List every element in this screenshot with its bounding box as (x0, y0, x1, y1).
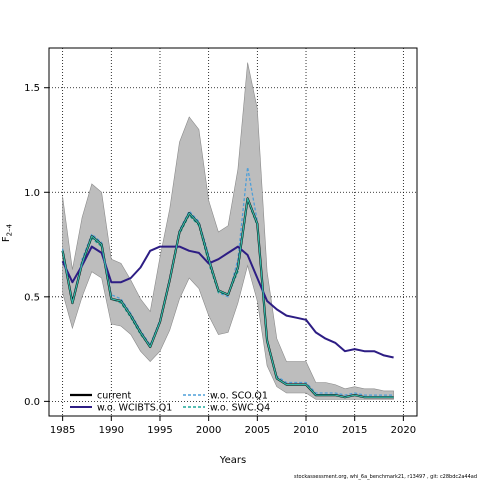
footnote: stockassessment.org, whi_6a_benchmark21,… (294, 474, 477, 480)
y-tick-label: 1.0 (24, 188, 40, 199)
legend-label-w-o-swc-q4: w.o. SWC.Q4 (210, 403, 270, 414)
x-tick-label: 1990 (99, 425, 124, 436)
legend-label-w-o-sco-q1: w.o. SCO.Q1 (210, 391, 268, 402)
y-axis-label: F2–4 (1, 223, 14, 242)
series-lines (61, 166, 394, 399)
confidence-band (62, 62, 394, 400)
y-axis-label-main: F (1, 236, 12, 242)
x-axis-label: Years (219, 455, 246, 466)
x-tick-label: 2010 (293, 425, 318, 436)
series-line-w-o-wcibts-q1 (61, 245, 394, 359)
y-axis-label-subscript: 2–4 (6, 223, 14, 236)
plot-frame (48, 47, 418, 417)
series-line-highlight (61, 197, 394, 398)
y-tick-label: 0.0 (24, 397, 40, 408)
x-tick-label: 2005 (245, 425, 270, 436)
series-line-w-o-sco-q1 (61, 166, 394, 396)
x-tick-label: 1985 (50, 425, 75, 436)
x-tick-label: 2015 (342, 425, 367, 436)
legend-label-w-o-wcibts-q1: w.o. WCIBTS.Q1 (97, 403, 172, 414)
y-tick-label: 1.5 (24, 83, 40, 94)
x-tick-label: 2000 (196, 425, 221, 436)
confidence-band-area (62, 62, 394, 400)
legend-label-current: current (97, 391, 132, 402)
x-axis-ticks: 1985 1990 1995 2000 2005 2010 2015 2020 (50, 416, 416, 436)
x-tick-label: 2020 (391, 425, 416, 436)
y-axis-ticks: 0.0 0.5 1.0 1.5 (24, 83, 49, 408)
y-tick-label: 0.5 (24, 292, 40, 303)
x-tick-label: 1995 (147, 425, 172, 436)
